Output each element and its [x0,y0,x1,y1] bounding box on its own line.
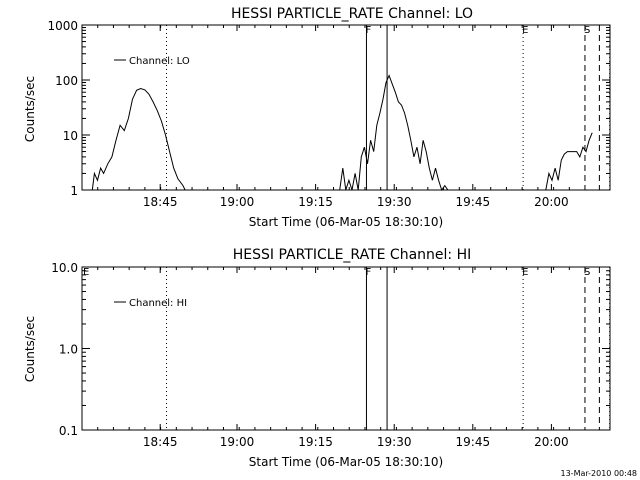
chart-title: HESSI PARTICLE_RATE Channel: LO [231,6,473,22]
plot-frame [81,24,611,191]
x-tick-label: 19:00 [220,435,255,449]
y-tick-label: 1.0 [59,343,78,357]
y-axis-label: Counts/sec [23,76,37,142]
y-tick-label: 10.0 [51,261,78,275]
footer-timestamp: 13-Mar-2010 00:48 [561,469,638,478]
event-marker-label: E [522,25,528,36]
x-tick-label: 18:45 [143,195,178,209]
x-tick-label: 20:00 [534,195,569,209]
panel-lo: HESSI PARTICLE_RATE Channel: LO Counts/s… [23,6,611,229]
x-tick-label: 20:00 [534,435,569,449]
event-marker-label: S [584,25,590,36]
event-marker-label: F [365,267,371,278]
event-marker-label: S [584,267,590,278]
x-axis-label: Start Time (06-Mar-05 18:30:10) [249,215,443,229]
y-tick-label: 100 [55,74,78,88]
chart-title: HESSI PARTICLE_RATE Channel: HI [233,247,471,263]
series-line [91,74,593,192]
y-tick-label: 1000 [47,19,78,33]
x-tick-label: 19:15 [298,435,333,449]
x-tick-label: 19:30 [377,195,412,209]
panel-hi: HESSI PARTICLE_RATE Channel: HI Counts/s… [23,247,611,469]
y-axis-label: Counts/sec [23,316,37,382]
x-tick-label: 19:00 [220,195,255,209]
x-tick-label: 19:30 [377,435,412,449]
plot-frame [81,266,611,431]
y-tick-label: 1 [70,184,78,198]
x-tick-label: 19:15 [298,195,333,209]
legend-label: Channel: HI [129,298,187,309]
event-marker-label: E [83,267,89,278]
x-tick-label: 19:45 [456,435,491,449]
x-tick-label: 19:45 [456,195,491,209]
y-tick-label: 0.1 [59,424,78,438]
x-tick-label: 18:45 [143,435,178,449]
legend-label: Channel: LO [129,56,190,67]
y-tick-label: 10 [63,129,78,143]
event-marker-label: F [365,25,371,36]
event-marker-label: E [522,267,528,278]
x-axis-label: Start Time (06-Mar-05 18:30:10) [249,455,443,469]
